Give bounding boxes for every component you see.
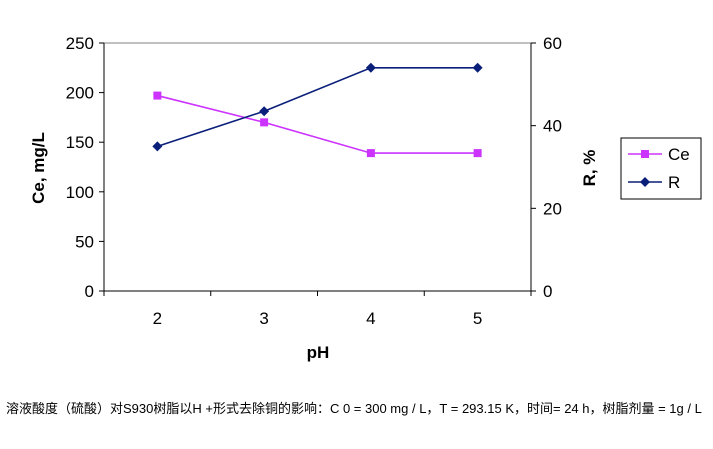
x-tick-label: 3	[259, 309, 268, 328]
chart: 0 50 100 150 200 250 0 20 40 60 2 3 4 5 Ce, mg/L R,…	[29, 34, 702, 362]
y-left-tick-label: 250	[66, 34, 94, 53]
plot-area	[103, 42, 532, 292]
x-tick-label: 2	[153, 309, 162, 328]
y-left-tick-label: 200	[66, 84, 94, 103]
y-right-tick-label: 20	[543, 199, 562, 218]
data-point-r	[152, 141, 163, 152]
y-right-tick-label: 0	[543, 282, 552, 301]
series-r	[152, 62, 483, 152]
legend-item-ce: Ce	[628, 145, 690, 164]
y-left-tick-label: 0	[85, 282, 94, 301]
legend: Ce R	[620, 137, 702, 200]
right-axis: 0 20 40 60	[531, 34, 562, 301]
legend-item-r: R	[628, 173, 680, 192]
legend-box	[620, 137, 702, 200]
y-left-tick-label: 150	[66, 133, 94, 152]
y-axis-right-title: R, %	[580, 150, 599, 187]
figure-caption: 溶液酸度（硫酸）对S930树脂以H +形式去除铜的影响：C 0 = 300 mg…	[6, 401, 702, 416]
data-point-ce	[366, 149, 375, 158]
legend-marker	[640, 177, 650, 187]
legend-label: R	[668, 173, 680, 192]
x-tick-label: 5	[473, 309, 482, 328]
x-axis: 2 3 4 5	[103, 291, 532, 328]
series-layer	[152, 62, 483, 158]
legend-label: Ce	[668, 145, 690, 164]
y-axis-left-title: Ce, mg/L	[29, 132, 48, 204]
x-axis-title: pH	[307, 343, 330, 362]
series-line-r	[157, 67, 478, 148]
series-ce	[153, 91, 482, 158]
x-tick-label: 4	[366, 309, 375, 328]
data-point-r	[259, 106, 270, 117]
y-right-tick-label: 40	[543, 117, 562, 136]
data-point-ce	[260, 118, 269, 127]
y-right-tick-label: 60	[543, 34, 562, 53]
data-point-r	[365, 62, 376, 73]
data-point-ce	[473, 149, 482, 158]
legend-marker	[641, 150, 649, 158]
data-point-r	[472, 62, 483, 73]
data-point-ce	[153, 91, 162, 100]
series-line-ce	[157, 94, 478, 154]
left-axis: 0 50 100 150 200 250	[66, 34, 104, 301]
plot-border	[103, 42, 532, 292]
y-left-tick-label: 100	[66, 183, 94, 202]
y-left-tick-label: 50	[75, 232, 94, 251]
